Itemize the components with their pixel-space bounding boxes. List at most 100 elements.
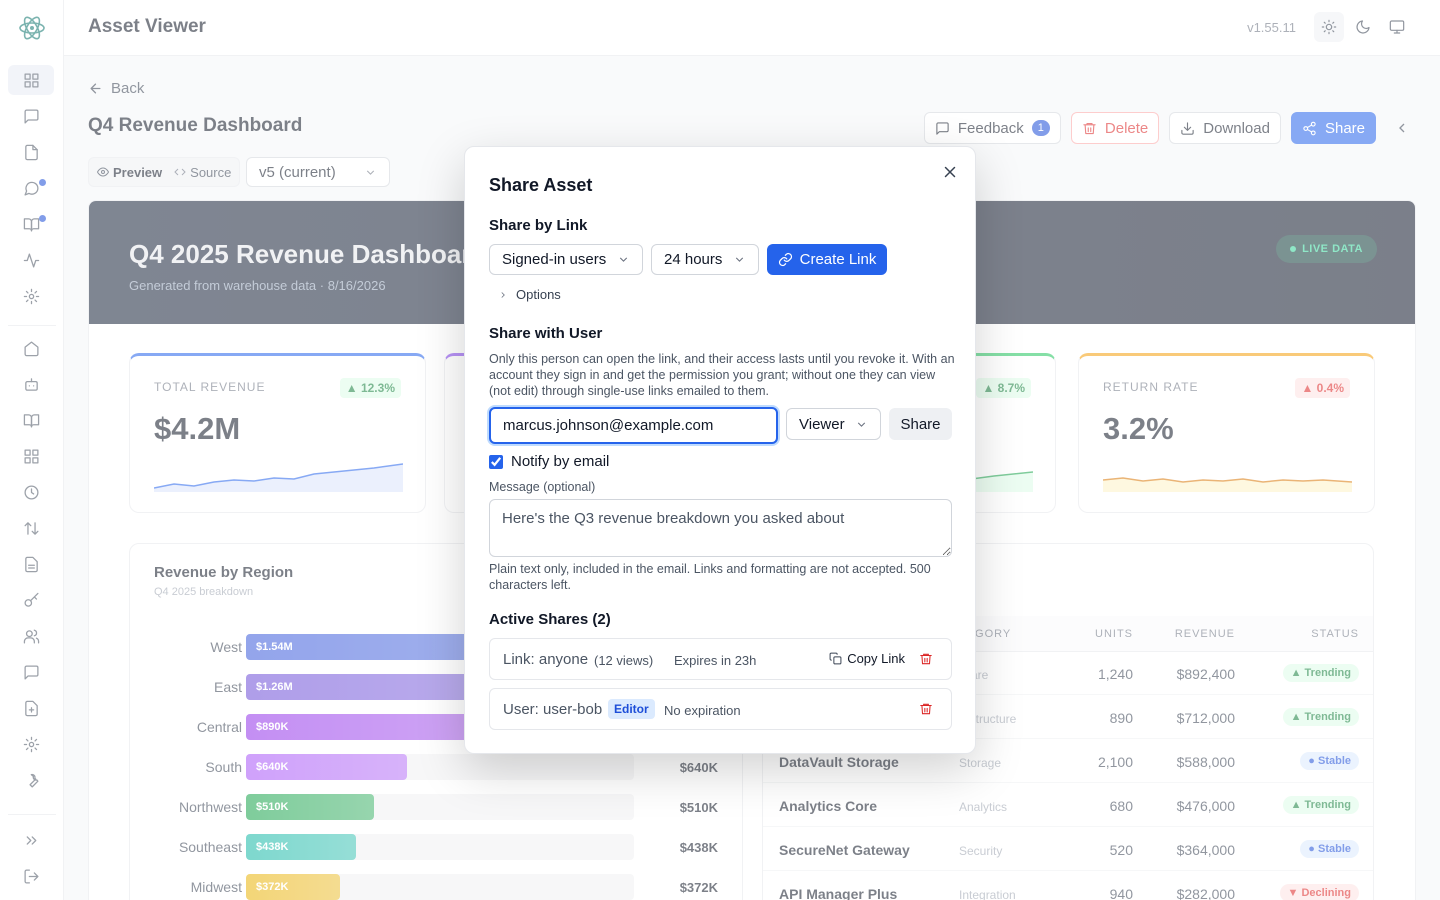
product-units: 1,240 <box>1097 666 1133 682</box>
key-icon <box>23 592 39 607</box>
copy-link-button[interactable]: Copy Link <box>829 651 905 666</box>
version-select[interactable]: v5 (current) <box>246 157 390 187</box>
share-button[interactable]: Share <box>1290 112 1376 144</box>
options-toggle[interactable]: Options <box>498 287 561 302</box>
sidebar-item-reports[interactable] <box>8 693 54 723</box>
product-revenue: $476,000 <box>1176 798 1235 814</box>
expand-sidebar-button[interactable] <box>8 825 54 855</box>
link-expiry-select[interactable]: 24 hours <box>651 244 759 275</box>
kpi-delta: ▲ 8.7% <box>976 378 1031 398</box>
back-link[interactable]: Back <box>88 80 144 97</box>
system-theme-button[interactable] <box>1382 12 1412 42</box>
table-row[interactable]: rastructure 890 $712,000 ▲ Trending <box>763 696 1373 739</box>
sidebar-item-users[interactable] <box>8 621 54 651</box>
sidebar-item-tools[interactable] <box>8 765 54 795</box>
region-bar: $372K <box>246 874 340 900</box>
region-bar: $438K <box>246 834 357 860</box>
product-units: 520 <box>1109 842 1133 858</box>
role-select[interactable]: Viewer <box>786 408 881 440</box>
sidebar-item-home[interactable] <box>8 333 54 363</box>
collapse-panel-button[interactable] <box>1394 120 1410 136</box>
message-square-icon <box>23 108 39 124</box>
sidebar-item-comments[interactable] <box>8 657 54 687</box>
chevron-down-icon <box>619 257 628 262</box>
message-field[interactable]: Here's the Q3 revenue breakdown you aske… <box>489 499 952 557</box>
share-with-user-button[interactable]: Share <box>889 408 952 440</box>
create-link-button[interactable]: Create Link <box>767 244 887 275</box>
product-name: DataVault Storage <box>779 754 899 770</box>
message-label: Message (optional) <box>489 480 596 494</box>
role-select-value: Viewer <box>799 415 845 433</box>
sidebar-item-history[interactable] <box>8 477 54 507</box>
product-category: Integration <box>959 888 1016 900</box>
region-bar: $640K <box>246 754 408 780</box>
product-category: Security <box>959 844 1003 858</box>
email-field[interactable] <box>489 407 778 444</box>
product-category: Analytics <box>959 800 1008 814</box>
revoke-share-button[interactable] <box>919 652 933 666</box>
notify-checkbox[interactable] <box>489 454 503 469</box>
bar-track: $372K <box>246 874 634 900</box>
kpi-label: RETURN RATE <box>1103 380 1199 394</box>
feedback-button[interactable]: Feedback 1 <box>923 112 1061 144</box>
close-dialog-button[interactable] <box>941 163 959 181</box>
sidebar-item-bot[interactable] <box>8 369 54 399</box>
link-expiry-value: 24 hours <box>664 251 723 268</box>
sidebar-item-chat[interactable] <box>8 173 54 203</box>
sidebar-item-transfers[interactable] <box>8 513 54 543</box>
sidebar-item-apps[interactable] <box>8 441 54 471</box>
source-tab[interactable]: Source <box>174 165 231 180</box>
trash-icon <box>920 703 932 715</box>
status-badge: ▼ Declining <box>1279 884 1359 900</box>
notification-dot <box>39 179 46 186</box>
theme-switcher <box>1314 12 1412 42</box>
sidebar-item-settings[interactable] <box>8 281 54 311</box>
sidebar-item-documents[interactable] <box>8 549 54 579</box>
notify-label: Notify by email <box>511 453 610 470</box>
preview-tab[interactable]: Preview <box>97 165 162 180</box>
role-badge: Editor <box>608 699 655 719</box>
feedback-label: Feedback <box>957 119 1024 137</box>
link-audience-select[interactable]: Signed-in users <box>489 244 643 275</box>
sidebar-item-activity[interactable] <box>8 245 54 275</box>
chevrons-right-icon <box>26 835 36 845</box>
top-bar: Asset Viewer v1.55.11 <box>64 0 1440 56</box>
robot-icon <box>24 377 38 391</box>
dark-theme-button[interactable] <box>1348 12 1378 42</box>
options-label: Options <box>516 287 561 302</box>
revoke-share-button[interactable] <box>919 702 933 716</box>
book-icon <box>23 413 39 428</box>
share-expiry: No expiration <box>664 703 741 718</box>
status-badge: ▲ Trending <box>1282 796 1359 814</box>
sidebar-item-dashboard[interactable] <box>8 65 54 95</box>
sidebar-item-library[interactable] <box>8 405 54 435</box>
sidebar-item-messages[interactable] <box>8 101 54 131</box>
notify-by-email-option[interactable]: Notify by email <box>489 453 609 470</box>
kpi-card-return-rate: RETURN RATE ▲ 0.4% 3.2% <box>1078 353 1375 513</box>
region-label: Central <box>196 719 242 735</box>
logout-button[interactable] <box>8 861 54 891</box>
sidebar-divider <box>8 814 56 815</box>
view-mode-toggle: Preview Source <box>88 157 241 187</box>
download-button[interactable]: Download <box>1169 112 1281 144</box>
sidebar-item-docs[interactable] <box>8 209 54 239</box>
active-share-link: Link: anyone (12 views) Expires in 23h C… <box>489 638 952 680</box>
dialog-title: Share Asset <box>489 175 593 195</box>
product-name: Analytics Core <box>779 798 878 814</box>
sidebar-item-keys[interactable] <box>8 585 54 615</box>
table-row[interactable]: API Manager Plus Integration 940 $282,000 ▼ … <box>763 872 1373 900</box>
sidebar-item-files[interactable] <box>8 137 54 167</box>
grid-icon <box>23 72 39 88</box>
feedback-count-badge: 1 <box>1031 120 1050 136</box>
share-icon <box>1303 121 1316 135</box>
delete-button[interactable]: Delete <box>1070 112 1160 144</box>
light-theme-button[interactable] <box>1314 12 1344 42</box>
chevron-down-icon <box>735 257 744 262</box>
atom-logo-icon[interactable] <box>17 13 47 43</box>
table-row[interactable]: DataVault Storage Storage 2,100 $588,000 ● S… <box>763 740 1373 783</box>
download-label: Download <box>1203 119 1270 137</box>
table-row[interactable]: Analytics Core Analytics 680 $476,000 ▲ Tren… <box>763 784 1373 827</box>
bar-track: $510K <box>246 794 634 820</box>
table-row[interactable]: SecureNet Gateway Security 520 $364,000 ● St… <box>763 828 1373 871</box>
sidebar-item-admin-settings[interactable] <box>8 729 54 759</box>
